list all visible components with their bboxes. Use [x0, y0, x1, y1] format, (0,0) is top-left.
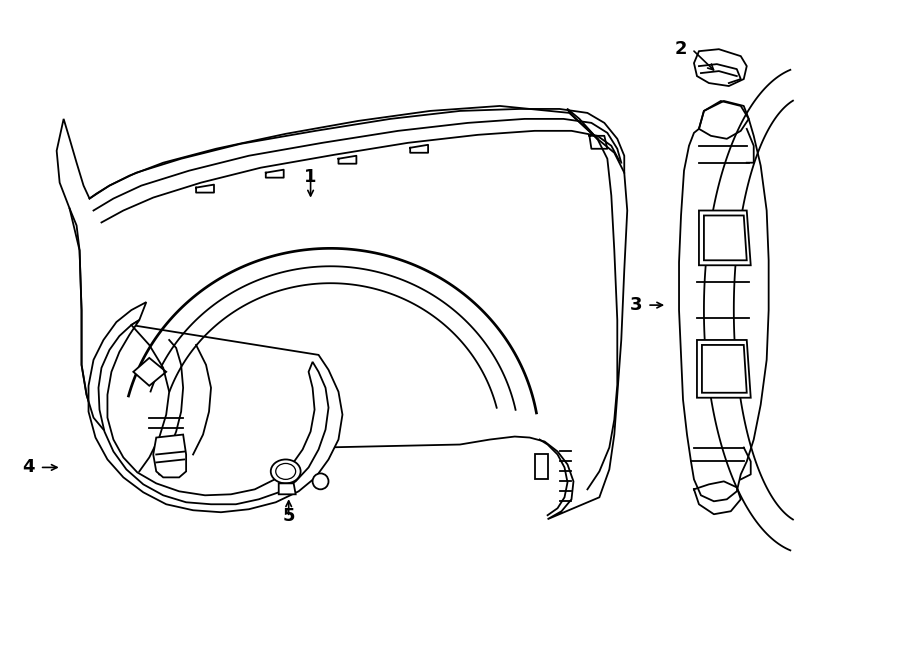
Polygon shape: [153, 434, 186, 477]
Text: 4: 4: [22, 459, 35, 477]
Text: 5: 5: [283, 507, 295, 525]
Text: 3: 3: [630, 296, 643, 314]
Polygon shape: [699, 210, 751, 265]
Polygon shape: [279, 483, 296, 494]
Polygon shape: [694, 49, 747, 86]
Ellipse shape: [271, 459, 301, 483]
Polygon shape: [98, 320, 328, 504]
Polygon shape: [535, 455, 547, 479]
Circle shape: [312, 473, 328, 489]
Polygon shape: [57, 106, 627, 519]
Polygon shape: [679, 101, 769, 501]
Polygon shape: [133, 358, 166, 386]
Polygon shape: [702, 345, 747, 393]
Text: 2: 2: [674, 40, 687, 58]
Polygon shape: [697, 340, 751, 398]
Text: 1: 1: [304, 168, 317, 186]
Polygon shape: [704, 215, 747, 260]
Polygon shape: [88, 302, 343, 512]
Ellipse shape: [275, 463, 296, 479]
